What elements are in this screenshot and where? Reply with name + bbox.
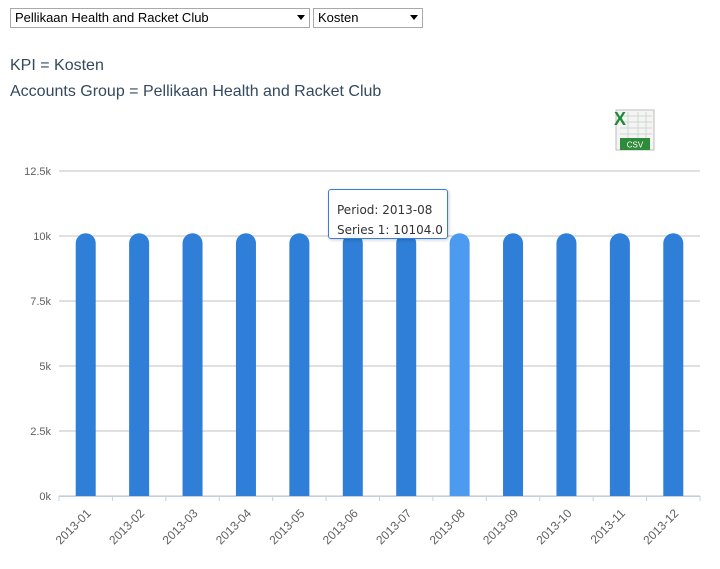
chevron-down-icon	[297, 15, 305, 20]
tooltip-period: Period: 2013-08	[337, 203, 433, 217]
bar-2013-05[interactable]	[289, 233, 310, 496]
x-tick-label: 2013-02	[106, 506, 147, 547]
csv-label: CSV	[627, 141, 644, 150]
y-tick-label: 10k	[33, 231, 51, 243]
x-tick-label: 2013-11	[588, 506, 629, 547]
chevron-down-icon	[410, 15, 418, 20]
bar-2013-06[interactable]	[342, 233, 363, 496]
bar-2013-08[interactable]	[449, 233, 470, 496]
x-axis	[58, 496, 701, 501]
x-tick-label: 2013-04	[213, 506, 254, 547]
x-axis-ticks: 2013-01 2013-02 2013-03 2013-04 2013-05 2013-…	[53, 506, 682, 547]
x-tick-label: 2013-05	[266, 506, 307, 547]
bar-2013-03[interactable]	[182, 233, 203, 496]
x-tick-label: 2013-10	[534, 506, 575, 547]
y-tick-label: 2.5k	[30, 426, 51, 438]
bar-2013-12[interactable]	[663, 233, 684, 496]
excel-csv-icon[interactable]: X CSV	[612, 108, 656, 152]
bar-2013-04[interactable]	[235, 233, 256, 496]
x-tick-label: 2013-03	[160, 506, 201, 547]
kpi-select-value: Kosten	[318, 10, 359, 25]
y-tick-label: 12.5k	[24, 166, 51, 178]
bar-2013-01[interactable]	[75, 233, 96, 496]
svg-text:X: X	[614, 109, 626, 129]
account-group-select-value: Pellikaan Health and Racket Club	[15, 10, 209, 25]
y-tick-label: 5k	[39, 361, 51, 373]
bars	[75, 233, 684, 497]
tooltip-series-value: Series 1: 10104.0	[337, 223, 443, 237]
bar-2013-07[interactable]	[396, 233, 417, 496]
x-tick-label: 2013-08	[427, 506, 468, 547]
accounts-group-info: Accounts Group = Pellikaan Health and Ra…	[10, 83, 382, 100]
kpi-info: KPI = Kosten	[10, 57, 104, 74]
x-tick-label: 2013-12	[640, 506, 681, 547]
x-tick-label: 2013-09	[480, 506, 521, 547]
x-tick-label: 2013-01	[53, 506, 94, 547]
x-tick-label: 2013-07	[373, 506, 414, 547]
bar-2013-11[interactable]	[609, 233, 630, 496]
account-group-select[interactable]: Pellikaan Health and Racket Club	[10, 8, 310, 28]
y-axis-ticks: 0k 2.5k 5k 7.5k 10k 12.5k	[24, 166, 51, 503]
bar-2013-10[interactable]	[556, 233, 577, 496]
bar-2013-09[interactable]	[503, 233, 524, 497]
y-tick-label: 7.5k	[30, 296, 51, 308]
kpi-select[interactable]: Kosten	[313, 8, 423, 28]
y-tick-label: 0k	[39, 491, 51, 503]
bar-2013-02[interactable]	[129, 233, 150, 496]
chart-tooltip: Period: 2013-08 Series 1: 10104.0	[328, 189, 448, 239]
x-tick-label: 2013-06	[320, 506, 361, 547]
